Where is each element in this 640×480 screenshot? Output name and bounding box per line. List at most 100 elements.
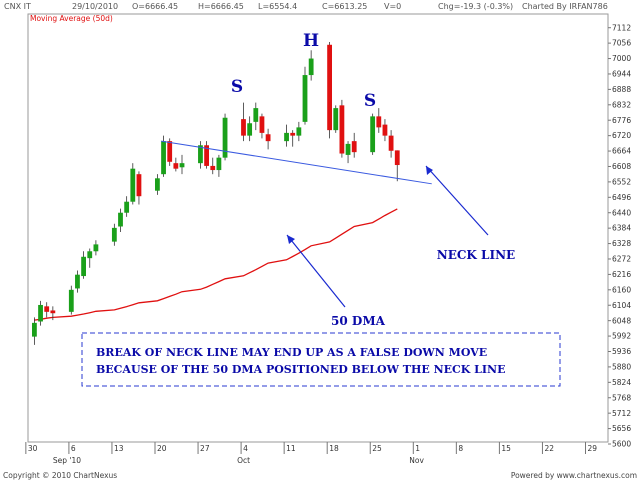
y-tick-label: 5712 bbox=[612, 409, 631, 418]
candle-up bbox=[222, 117, 228, 158]
note-box bbox=[81, 332, 561, 387]
close-label: C=6613.25 bbox=[322, 2, 367, 11]
neckline-arrow bbox=[425, 165, 489, 236]
candle-down bbox=[388, 135, 394, 151]
x-tick-label: 1 bbox=[415, 444, 420, 453]
y-tick-label: 6552 bbox=[612, 177, 631, 186]
candle-down bbox=[210, 165, 216, 171]
x-month-label: Nov bbox=[409, 456, 424, 465]
candle-down bbox=[339, 105, 345, 154]
date-label: 29/10/2010 bbox=[72, 2, 118, 11]
candle-up bbox=[81, 256, 86, 277]
candle-down bbox=[382, 124, 388, 136]
x-tick-label: 15 bbox=[501, 444, 511, 453]
candle-up bbox=[93, 244, 99, 252]
symbol-label: CNX IT bbox=[4, 2, 31, 11]
candle-down bbox=[204, 145, 209, 166]
candle-down bbox=[290, 132, 296, 136]
low-label: L=6554.4 bbox=[258, 2, 297, 11]
candle-down bbox=[265, 134, 271, 142]
left-shoulder-label: S bbox=[231, 77, 243, 97]
candle-down bbox=[259, 116, 265, 133]
candle-up bbox=[111, 227, 117, 242]
candle-up bbox=[253, 108, 259, 122]
y-tick-label: 5936 bbox=[612, 347, 631, 356]
x-tick-label: 29 bbox=[588, 444, 598, 453]
y-tick-label: 7000 bbox=[612, 54, 631, 63]
candle-up bbox=[118, 212, 123, 227]
x-tick-label: 13 bbox=[114, 444, 124, 453]
y-tick-label: 6384 bbox=[612, 224, 631, 233]
charted-by-label: Charted By IRFAN786 bbox=[522, 2, 608, 11]
candle-up bbox=[124, 201, 130, 213]
y-tick-label: 6944 bbox=[612, 70, 631, 79]
candle-up bbox=[247, 123, 253, 136]
candle-up bbox=[302, 75, 308, 122]
candle-up bbox=[284, 132, 289, 142]
volume-label: V=0 bbox=[384, 2, 401, 11]
candle-down bbox=[351, 141, 357, 153]
x-month-label: Sep '10 bbox=[53, 456, 81, 465]
ma-layer bbox=[34, 208, 398, 321]
note-line-2: BECAUSE OF THE 50 DMA POSITIONED BELOW T… bbox=[96, 363, 506, 376]
y-tick-label: 6328 bbox=[612, 239, 631, 248]
open-label: O=6666.45 bbox=[132, 2, 178, 11]
candle-down bbox=[173, 163, 179, 169]
candle-up bbox=[370, 116, 376, 153]
head-label: H bbox=[303, 31, 319, 51]
change-label: Chg=-19.3 (-0.3%) bbox=[438, 2, 513, 11]
candle-up bbox=[198, 145, 203, 164]
y-tick-label: 5656 bbox=[612, 424, 631, 433]
candle-down bbox=[136, 174, 142, 197]
candle-up bbox=[32, 322, 37, 337]
candle-down bbox=[327, 44, 332, 131]
y-tick-label: 5880 bbox=[612, 363, 631, 372]
y-tick-label: 6048 bbox=[612, 316, 631, 325]
dma-arrow bbox=[286, 234, 346, 308]
candle-up bbox=[216, 157, 222, 171]
y-tick-label: 6832 bbox=[612, 100, 631, 109]
y-axis: 7112 7056 7000 6944 6888 6832 6776 6720 6664 6608… bbox=[608, 23, 631, 449]
dma-arrowhead bbox=[287, 235, 295, 244]
candle-up bbox=[87, 251, 93, 259]
candle-up bbox=[333, 108, 339, 131]
dma-label: 50 DMA bbox=[331, 314, 386, 328]
x-tick-label: 18 bbox=[329, 444, 339, 453]
y-tick-label: 5992 bbox=[612, 332, 631, 341]
candle-down bbox=[167, 141, 173, 162]
y-tick-label: 6216 bbox=[612, 270, 631, 279]
y-tick-label: 6888 bbox=[612, 85, 631, 94]
y-tick-label: 6496 bbox=[612, 193, 631, 202]
note-line-1: BREAK OF NECK LINE MAY END UP AS A FALSE… bbox=[96, 346, 487, 359]
x-tick-label: 6 bbox=[71, 444, 76, 453]
neckline-arrowhead bbox=[426, 166, 433, 175]
candle-up bbox=[296, 127, 302, 136]
y-tick-label: 6776 bbox=[612, 116, 631, 125]
candle-down bbox=[241, 119, 246, 136]
neck-line-label: NECK LINE bbox=[437, 248, 515, 262]
y-tick-label: 6440 bbox=[612, 208, 631, 217]
y-tick-label: 6608 bbox=[612, 162, 631, 171]
ma-indicator-label: Moving Average (50d) bbox=[30, 14, 113, 23]
candle-up bbox=[130, 168, 136, 202]
y-tick-label: 6720 bbox=[612, 131, 631, 140]
candle-up bbox=[68, 289, 74, 312]
x-tick-label: 20 bbox=[157, 444, 167, 453]
candle-up bbox=[345, 143, 351, 155]
candle-up bbox=[38, 304, 43, 322]
high-label: H=6666.45 bbox=[198, 2, 244, 11]
y-tick-label: 6272 bbox=[612, 255, 631, 264]
x-tick-label: 22 bbox=[544, 444, 554, 453]
x-tick-label: 8 bbox=[458, 444, 463, 453]
ma-50-line bbox=[34, 208, 398, 321]
x-tick-label: 25 bbox=[372, 444, 382, 453]
candle-up bbox=[155, 178, 160, 191]
y-tick-label: 6160 bbox=[612, 285, 631, 294]
annotations: S H S NECK LINE 50 DMA BREAK OF NECK LIN… bbox=[81, 31, 561, 387]
candle-up bbox=[75, 274, 80, 289]
candle-up bbox=[179, 163, 185, 168]
neckline-layer bbox=[161, 140, 432, 185]
candle-up bbox=[308, 58, 314, 76]
